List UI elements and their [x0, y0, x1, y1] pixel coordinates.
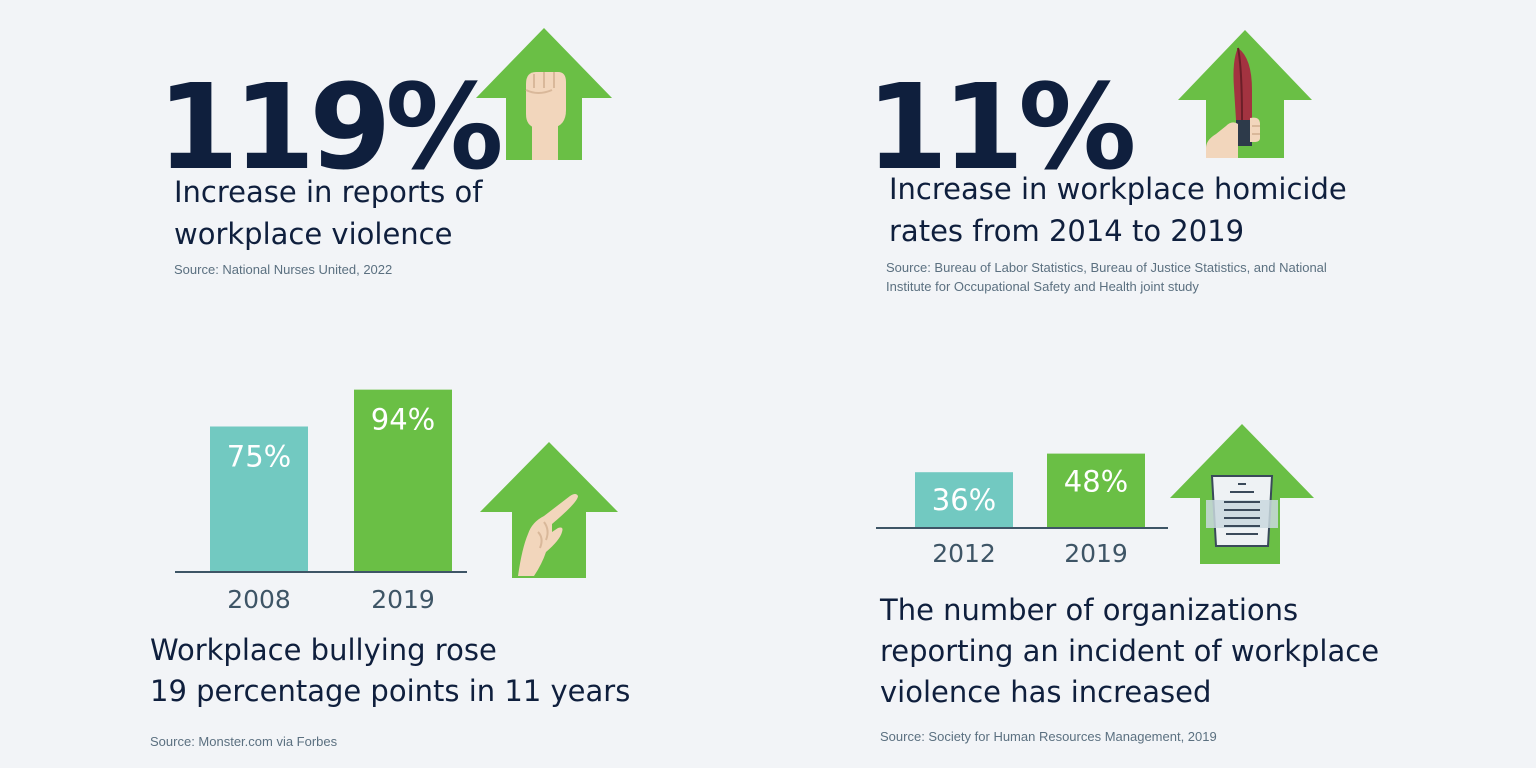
description-line: violence has increased: [880, 675, 1212, 709]
category-label: 2012: [932, 539, 996, 568]
report-document-icon: [1170, 424, 1314, 564]
bar-value-label: 48%: [1064, 465, 1128, 499]
source-note: Source: Monster.com via Forbes: [150, 734, 338, 749]
category-label: 2019: [1064, 539, 1128, 568]
stat-description-reports: Increase in reports of workplace violenc…: [174, 171, 634, 255]
incidents-bar-chart: 36% 2012 48% 2019: [876, 453, 1168, 568]
description-line: The number of organizations: [880, 593, 1299, 627]
bullying-bar-chart: 75% 2008 94% 2019: [175, 389, 467, 614]
raised-fist-icon: [476, 28, 612, 160]
category-label: 2019: [371, 585, 435, 614]
source-note: Source: Society for Human Resources Mana…: [880, 729, 1217, 744]
stat-description-homicide: Increase in workplace homicide rates fro…: [889, 168, 1409, 252]
description-line: Increase in reports of: [174, 175, 483, 209]
description-line: Increase in workplace homicide: [889, 172, 1347, 206]
bar-value-label: 36%: [932, 483, 996, 517]
source-note: Source: Bureau of Labor Statistics, Bure…: [886, 258, 1406, 296]
bar-2012: [915, 472, 1013, 528]
description-line: workplace violence: [174, 217, 453, 251]
source-line: Institute for Occupational Safety and He…: [886, 279, 1199, 294]
bar-2019: [1047, 453, 1145, 528]
pointing-hand-icon: [480, 442, 618, 578]
description-line: rates from 2014 to 2019: [889, 214, 1245, 248]
stat-value-homicide: 11%: [866, 58, 1136, 196]
bar-2019: [354, 389, 452, 572]
hand-holding-knife-icon: [1178, 30, 1312, 158]
bullying-description: Workplace bullying rose 19 percentage po…: [150, 630, 670, 712]
description-line: Workplace bullying rose: [150, 633, 497, 667]
bar-value-label: 75%: [227, 440, 291, 474]
bar-value-label: 94%: [371, 403, 435, 437]
bar-2008: [210, 426, 308, 572]
incidents-description: The number of organizations reporting an…: [880, 590, 1440, 713]
description-line: 19 percentage points in 11 years: [150, 674, 631, 708]
stat-value-reports: 119%: [157, 58, 504, 196]
description-line: reporting an incident of workplace: [880, 634, 1380, 668]
source-line: Source: Bureau of Labor Statistics, Bure…: [886, 260, 1327, 275]
category-label: 2008: [227, 585, 291, 614]
source-note: Source: National Nurses United, 2022: [174, 262, 393, 277]
